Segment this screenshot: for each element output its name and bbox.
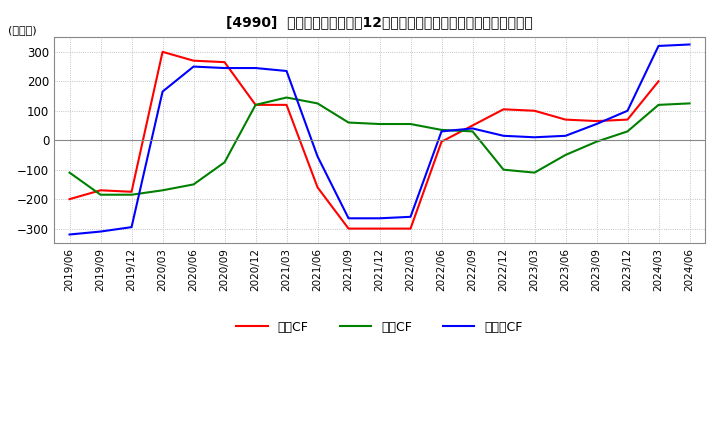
投資CF bbox=[66, 170, 74, 175]
営業CF bbox=[654, 79, 663, 84]
フリーCF bbox=[530, 135, 539, 140]
営業CF bbox=[406, 226, 415, 231]
営業CF bbox=[499, 106, 508, 112]
フリーCF bbox=[66, 232, 74, 237]
フリーCF bbox=[220, 66, 229, 71]
営業CF bbox=[468, 123, 477, 128]
フリーCF bbox=[127, 224, 136, 230]
フリーCF bbox=[499, 133, 508, 139]
投資CF bbox=[468, 129, 477, 134]
投資CF bbox=[530, 170, 539, 175]
営業CF bbox=[561, 117, 570, 122]
営業CF bbox=[158, 49, 167, 55]
フリーCF bbox=[375, 216, 384, 221]
投資CF bbox=[344, 120, 353, 125]
投資CF bbox=[592, 139, 600, 144]
営業CF bbox=[313, 185, 322, 190]
投資CF bbox=[561, 152, 570, 158]
営業CF bbox=[66, 197, 74, 202]
Title: [4990]  キャッシュフローの12か月移動合計の対前年同期増減額の推移: [4990] キャッシュフローの12か月移動合計の対前年同期増減額の推移 bbox=[226, 15, 533, 29]
投資CF bbox=[96, 192, 105, 198]
フリーCF bbox=[96, 229, 105, 234]
投資CF bbox=[499, 167, 508, 172]
営業CF bbox=[189, 58, 198, 63]
投資CF bbox=[654, 102, 663, 107]
フリーCF bbox=[313, 154, 322, 159]
営業CF bbox=[251, 102, 260, 107]
投資CF bbox=[437, 127, 446, 132]
Line: 営業CF: 営業CF bbox=[70, 52, 659, 229]
投資CF bbox=[375, 121, 384, 127]
フリーCF bbox=[468, 126, 477, 131]
フリーCF bbox=[437, 129, 446, 134]
フリーCF bbox=[282, 68, 291, 73]
営業CF bbox=[96, 188, 105, 193]
フリーCF bbox=[685, 42, 694, 47]
投資CF bbox=[313, 101, 322, 106]
営業CF bbox=[624, 117, 632, 122]
投資CF bbox=[685, 101, 694, 106]
Text: (百万円): (百万円) bbox=[9, 25, 37, 35]
フリーCF bbox=[158, 89, 167, 94]
投資CF bbox=[406, 121, 415, 127]
投資CF bbox=[189, 182, 198, 187]
投資CF bbox=[220, 160, 229, 165]
営業CF bbox=[375, 226, 384, 231]
営業CF bbox=[344, 226, 353, 231]
営業CF bbox=[530, 108, 539, 114]
営業CF bbox=[127, 189, 136, 194]
フリーCF bbox=[592, 121, 600, 127]
フリーCF bbox=[251, 66, 260, 71]
営業CF bbox=[437, 139, 446, 144]
Line: 投資CF: 投資CF bbox=[70, 98, 690, 195]
投資CF bbox=[624, 129, 632, 134]
フリーCF bbox=[344, 216, 353, 221]
営業CF bbox=[592, 118, 600, 124]
営業CF bbox=[282, 102, 291, 107]
フリーCF bbox=[624, 108, 632, 114]
フリーCF bbox=[189, 64, 198, 69]
投資CF bbox=[158, 188, 167, 193]
投資CF bbox=[251, 102, 260, 107]
投資CF bbox=[127, 192, 136, 198]
フリーCF bbox=[561, 133, 570, 139]
営業CF bbox=[220, 59, 229, 65]
投資CF bbox=[282, 95, 291, 100]
Line: フリーCF: フリーCF bbox=[70, 44, 690, 235]
フリーCF bbox=[406, 214, 415, 220]
フリーCF bbox=[654, 43, 663, 48]
Legend: 営業CF, 投資CF, フリーCF: 営業CF, 投資CF, フリーCF bbox=[231, 315, 528, 338]
